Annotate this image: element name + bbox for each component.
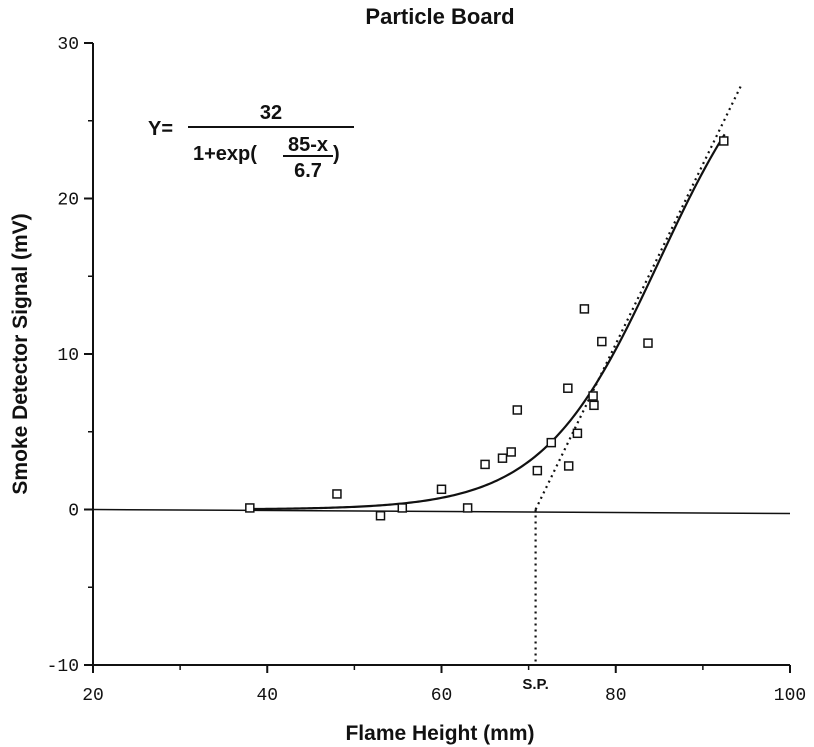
data-point bbox=[512, 405, 523, 415]
zero-line bbox=[92, 508, 791, 515]
data-point bbox=[375, 510, 386, 521]
x-tick-label: 60 bbox=[431, 686, 453, 706]
data-point bbox=[480, 459, 490, 470]
y-axis-label: Smoke Detector Signal (mV) bbox=[9, 213, 32, 494]
ticks: 20 40 60 80 100 -10 0 10 20 30 bbox=[47, 35, 807, 706]
data-point bbox=[579, 304, 590, 314]
data-point bbox=[397, 503, 408, 513]
data-point bbox=[563, 383, 573, 393]
lines: S.P. bbox=[249, 82, 744, 693]
data-point bbox=[462, 503, 473, 513]
data-point bbox=[546, 437, 557, 448]
data-point bbox=[597, 336, 607, 347]
equation-lhs: Y= bbox=[148, 118, 173, 140]
chart-title: Particle Board bbox=[365, 4, 514, 29]
data-point bbox=[589, 400, 599, 411]
x-axis-label: Flame Height (mm) bbox=[345, 722, 534, 745]
x-tick-label: 100 bbox=[774, 686, 806, 706]
y-tick-label: 10 bbox=[57, 346, 79, 366]
equation-inner-denominator: 6.7 bbox=[294, 160, 322, 182]
equation-inner-numerator: 85-x bbox=[288, 134, 328, 156]
data-point bbox=[572, 428, 583, 439]
equation-denominator-suffix: ) bbox=[333, 143, 340, 165]
y-tick-label: 20 bbox=[57, 191, 79, 211]
data-point bbox=[332, 489, 342, 499]
sp-label: S.P. bbox=[522, 676, 548, 693]
tangent-line bbox=[534, 82, 744, 510]
equation-denominator-prefix: 1+exp( bbox=[193, 143, 257, 165]
x-tick-label: 20 bbox=[82, 686, 104, 706]
x-tick-label: 80 bbox=[605, 686, 627, 706]
data-point bbox=[588, 391, 598, 401]
equation-numerator: 32 bbox=[260, 102, 282, 124]
axes bbox=[92, 43, 791, 666]
data-point bbox=[532, 465, 543, 476]
y-tick-label: 0 bbox=[68, 502, 79, 522]
y-tick-label: -10 bbox=[47, 657, 79, 677]
data-point bbox=[497, 453, 508, 463]
data-point bbox=[643, 338, 653, 348]
equation: Y= 32 1+exp( 85-x 6.7 ) bbox=[148, 102, 354, 182]
data-point bbox=[719, 136, 729, 146]
data-point bbox=[245, 503, 255, 513]
data-points bbox=[245, 136, 729, 521]
y-tick-label: 30 bbox=[57, 35, 79, 55]
fit-curve bbox=[249, 133, 726, 511]
data-point bbox=[436, 484, 447, 495]
data-point bbox=[506, 447, 516, 457]
x-tick-label: 40 bbox=[256, 686, 278, 706]
data-point bbox=[563, 461, 574, 471]
